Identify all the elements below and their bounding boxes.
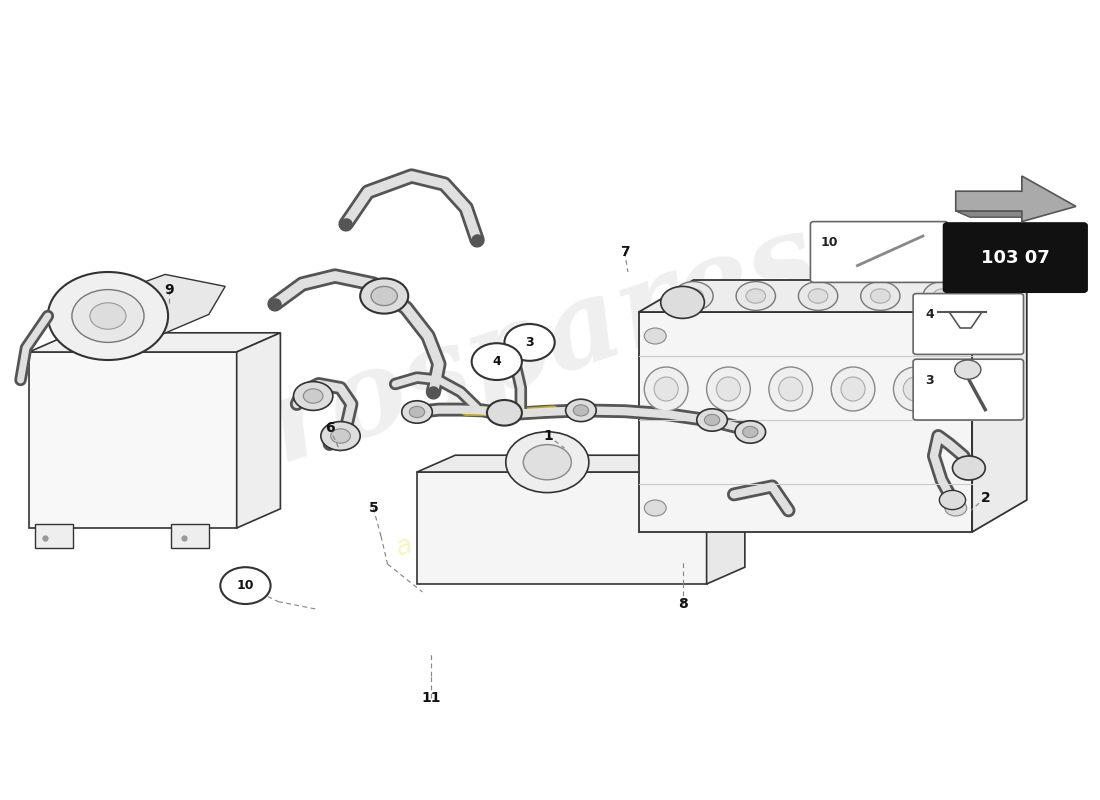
Circle shape: [331, 429, 350, 443]
Circle shape: [923, 282, 962, 310]
Circle shape: [746, 289, 766, 303]
Ellipse shape: [832, 367, 875, 411]
Circle shape: [321, 422, 360, 450]
Ellipse shape: [842, 377, 865, 401]
Ellipse shape: [903, 377, 927, 401]
Text: 7: 7: [619, 245, 629, 259]
Text: 9: 9: [164, 282, 174, 297]
Circle shape: [808, 289, 828, 303]
Polygon shape: [706, 455, 745, 584]
Circle shape: [736, 282, 776, 310]
Text: 10: 10: [236, 579, 254, 592]
Polygon shape: [639, 312, 972, 532]
Circle shape: [371, 286, 397, 306]
Circle shape: [696, 409, 727, 431]
Polygon shape: [95, 274, 226, 342]
Text: 4: 4: [493, 355, 502, 368]
Circle shape: [735, 421, 766, 443]
Text: 5: 5: [368, 501, 378, 515]
Polygon shape: [29, 333, 280, 352]
Text: eurospares: eurospares: [101, 201, 832, 535]
FancyBboxPatch shape: [944, 223, 1087, 292]
Circle shape: [799, 282, 838, 310]
Ellipse shape: [769, 367, 813, 411]
Circle shape: [487, 400, 521, 426]
Circle shape: [506, 432, 588, 493]
Circle shape: [661, 286, 704, 318]
Ellipse shape: [654, 377, 679, 401]
Polygon shape: [29, 352, 236, 528]
Text: 6: 6: [324, 421, 334, 435]
Text: 2: 2: [980, 490, 990, 505]
Circle shape: [220, 567, 271, 604]
Circle shape: [945, 500, 967, 516]
Ellipse shape: [779, 377, 803, 401]
Polygon shape: [417, 455, 745, 472]
Polygon shape: [956, 176, 1076, 222]
Circle shape: [955, 360, 981, 379]
Circle shape: [402, 401, 432, 423]
Text: 3: 3: [925, 374, 934, 386]
Text: 1: 1: [543, 429, 553, 443]
Polygon shape: [639, 280, 1026, 312]
FancyBboxPatch shape: [913, 294, 1023, 354]
Circle shape: [742, 426, 758, 438]
Circle shape: [645, 500, 667, 516]
Circle shape: [704, 414, 719, 426]
Circle shape: [304, 389, 323, 403]
Text: 4: 4: [925, 308, 934, 321]
Polygon shape: [417, 472, 706, 584]
Polygon shape: [34, 524, 73, 548]
Circle shape: [953, 456, 986, 480]
Circle shape: [294, 382, 333, 410]
Text: 103 07: 103 07: [981, 249, 1049, 266]
Text: 10: 10: [821, 236, 838, 249]
Text: 3: 3: [526, 336, 534, 349]
FancyBboxPatch shape: [913, 359, 1023, 420]
Circle shape: [48, 272, 168, 360]
Circle shape: [939, 490, 966, 510]
Circle shape: [933, 289, 953, 303]
Ellipse shape: [716, 377, 740, 401]
Circle shape: [360, 278, 408, 314]
Circle shape: [645, 328, 667, 344]
Circle shape: [683, 289, 703, 303]
FancyBboxPatch shape: [811, 222, 948, 282]
Text: 8: 8: [678, 597, 688, 611]
Text: a passion for parts since 1985: a passion for parts since 1985: [393, 414, 780, 562]
Ellipse shape: [706, 367, 750, 411]
Circle shape: [674, 282, 713, 310]
Ellipse shape: [645, 367, 688, 411]
Polygon shape: [972, 280, 1026, 532]
Circle shape: [90, 302, 126, 329]
Circle shape: [860, 282, 900, 310]
Circle shape: [505, 324, 554, 361]
Circle shape: [409, 406, 425, 418]
Circle shape: [945, 328, 967, 344]
Circle shape: [524, 445, 571, 480]
Circle shape: [472, 343, 521, 380]
Polygon shape: [956, 211, 1036, 218]
Text: 11: 11: [421, 690, 441, 705]
Ellipse shape: [893, 367, 937, 411]
Polygon shape: [172, 524, 209, 548]
Circle shape: [573, 405, 588, 416]
Polygon shape: [236, 333, 280, 528]
Circle shape: [565, 399, 596, 422]
Circle shape: [870, 289, 890, 303]
Circle shape: [72, 290, 144, 342]
